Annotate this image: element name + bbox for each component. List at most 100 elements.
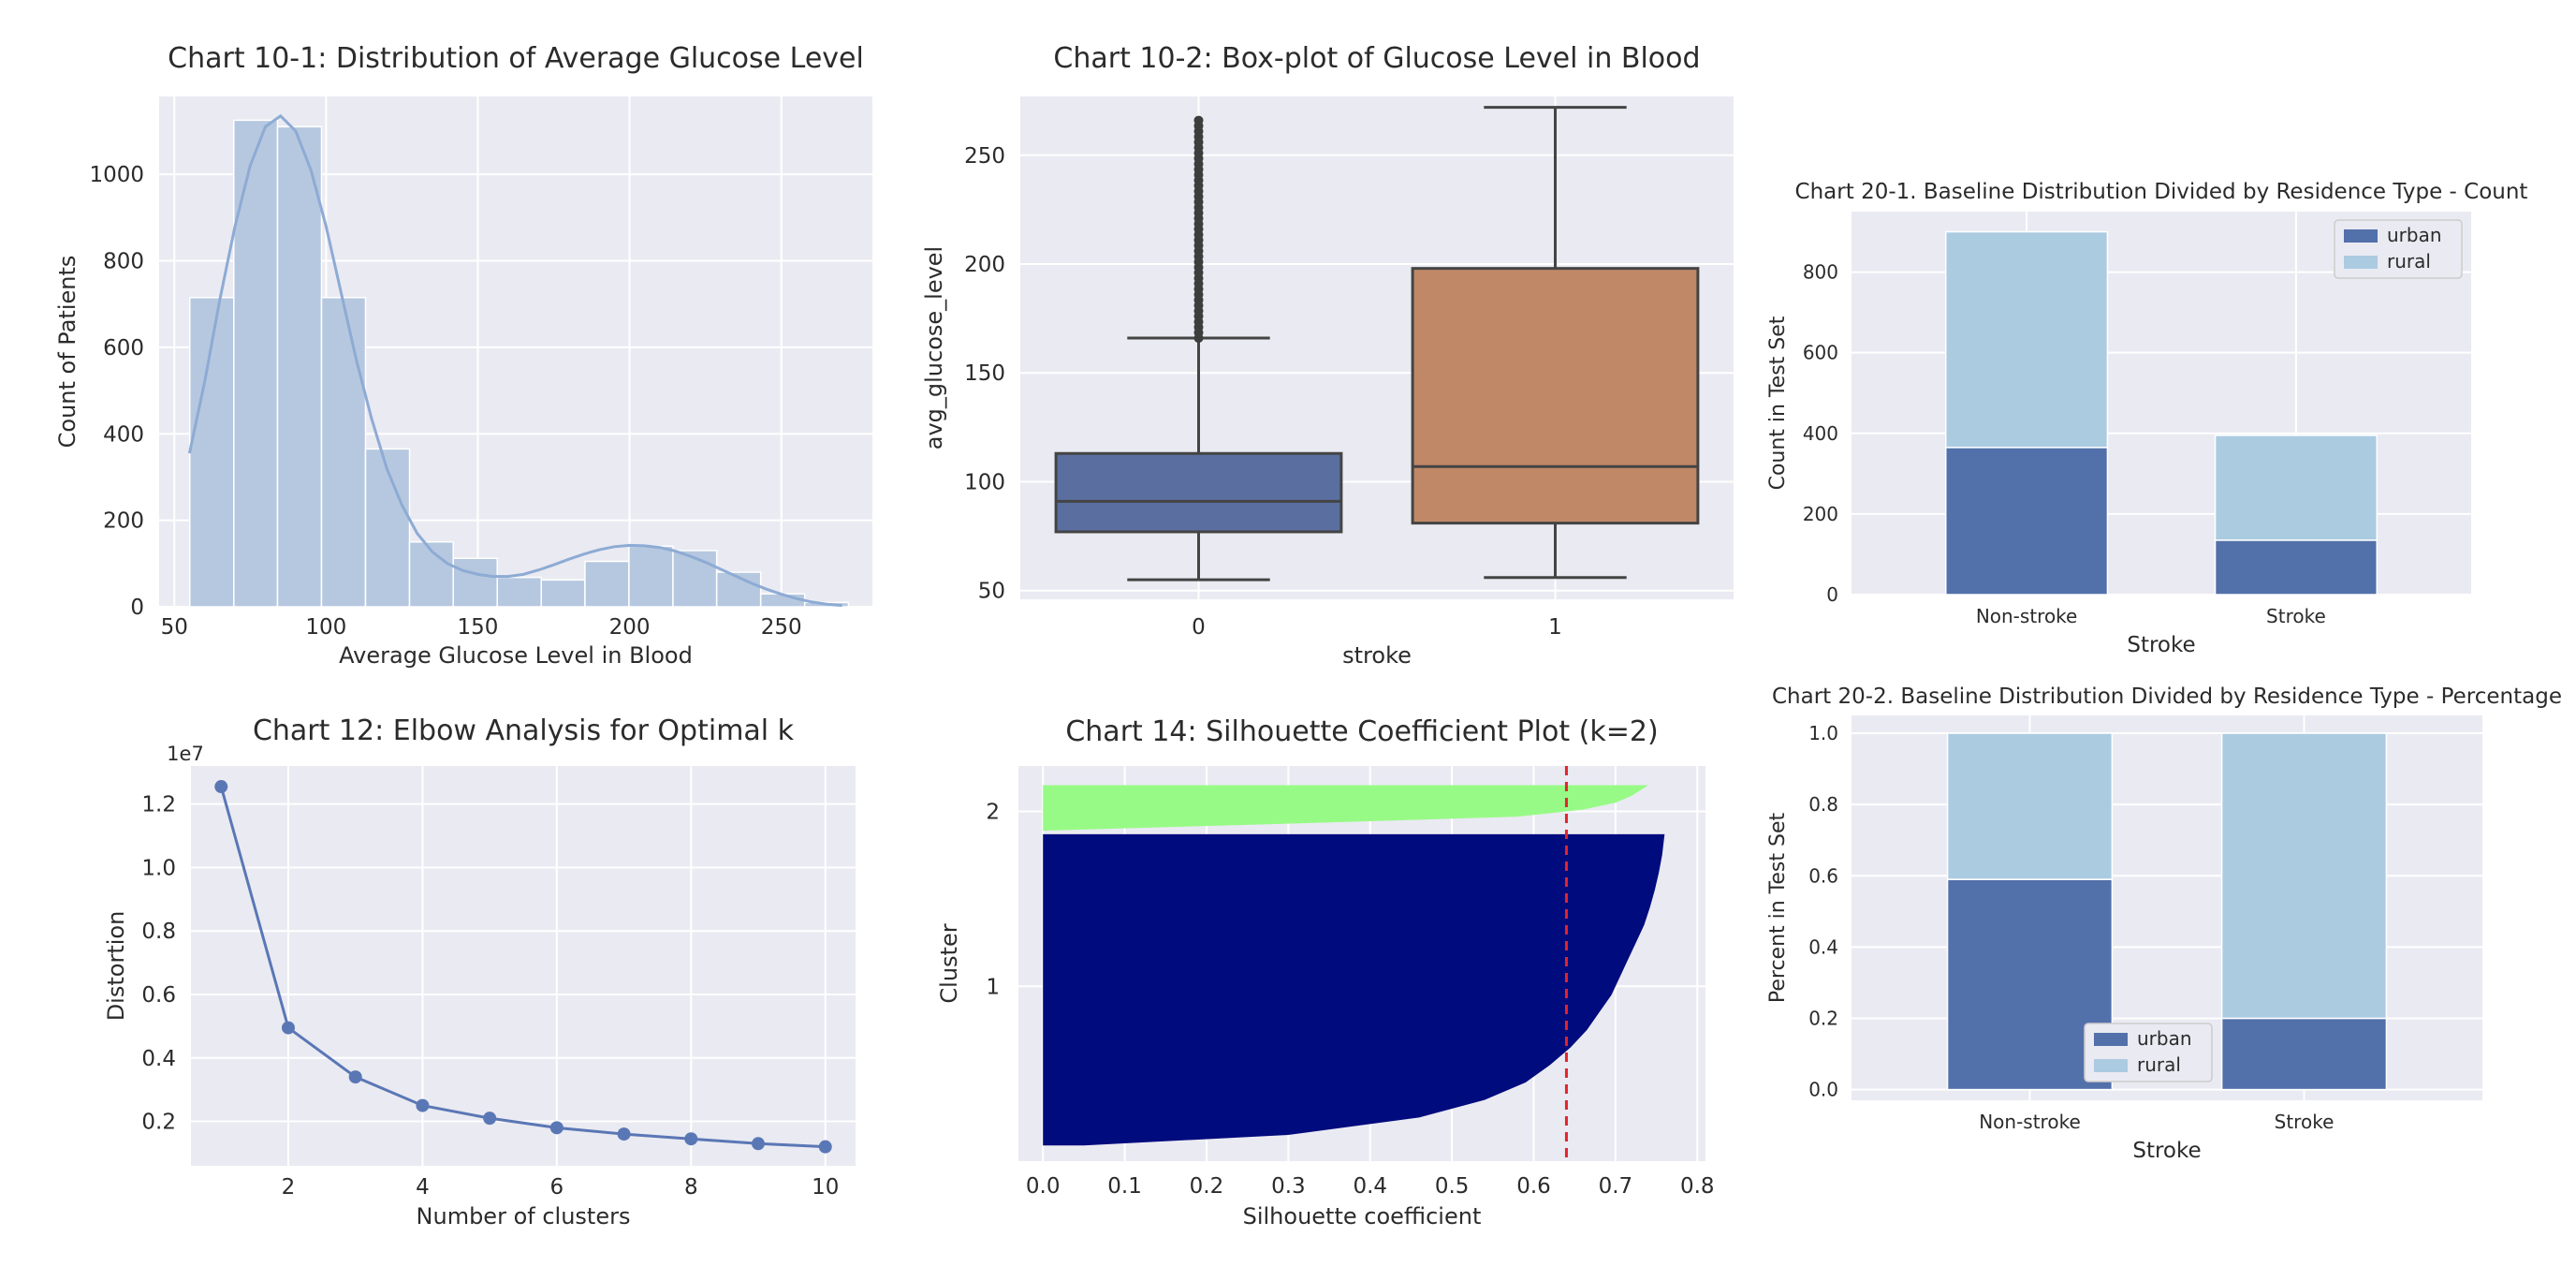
chart-title: Chart 14: Silhouette Coefficient Plot (k… xyxy=(1065,715,1658,748)
y-tick-label: 0.8 xyxy=(141,920,176,944)
histogram-bar xyxy=(540,579,586,608)
offset-text: 1e7 xyxy=(167,743,204,765)
x-tick-label: 0 xyxy=(1192,615,1206,640)
x-tick-label: 6 xyxy=(550,1175,564,1200)
x-tick-label: 0.1 xyxy=(1107,1174,1142,1199)
x-tick-label: Stroke xyxy=(2266,605,2326,627)
x-tick-label: Non-stroke xyxy=(1979,1111,2081,1133)
legend-swatch-rural xyxy=(2344,256,2378,269)
chart-c20_2: Chart 20-2. Baseline Distribution Divide… xyxy=(1766,685,2562,1163)
y-tick-label: 400 xyxy=(103,422,144,447)
y-tick-label: 1.2 xyxy=(141,793,176,817)
y-tick-label: 400 xyxy=(1803,422,1838,445)
x-tick-label: 0.8 xyxy=(1680,1174,1715,1199)
x-axis-label: Stroke xyxy=(2132,1139,2201,1163)
legend-swatch-urban xyxy=(2094,1033,2128,1046)
y-tick-label: 250 xyxy=(964,144,1005,169)
chart-title: Chart 20-2. Baseline Distribution Divide… xyxy=(1772,685,2562,709)
legend: urban rural xyxy=(2084,1023,2213,1082)
y-tick-label: 0 xyxy=(130,596,144,620)
bar-segment-urban xyxy=(2214,539,2378,596)
elbow-point xyxy=(617,1127,631,1141)
x-tick-label: 0.3 xyxy=(1271,1174,1306,1199)
y-tick-label: 150 xyxy=(964,361,1005,386)
x-tick-label: 8 xyxy=(684,1175,698,1200)
histogram-bar xyxy=(233,119,279,608)
y-tick-label: 50 xyxy=(978,580,1005,604)
box-flier xyxy=(1193,115,1204,125)
x-axis-label: Silhouette coefficient xyxy=(1243,1203,1482,1229)
y-tick-label: 800 xyxy=(103,250,144,274)
y-tick-label: 200 xyxy=(103,509,144,534)
x-tick-label: 0.7 xyxy=(1599,1174,1633,1199)
y-tick-label: 0 xyxy=(1826,583,1838,606)
histogram-bar xyxy=(584,560,630,608)
bar-segment-urban xyxy=(1944,447,2109,596)
histogram-bar xyxy=(276,125,323,608)
x-tick-label: 150 xyxy=(458,615,499,640)
legend-label: urban xyxy=(2387,224,2442,246)
legend-swatch-rural xyxy=(2094,1059,2128,1072)
chart-c14: Chart 14: Silhouette Coefficient Plot (k… xyxy=(936,715,1715,1229)
y-tick-label: 0.2 xyxy=(141,1111,176,1135)
chart-c12: Chart 12: Elbow Analysis for Optimal k 2 4… xyxy=(103,714,856,1229)
chart-c10_1: Chart 10-1: Distribution of Average Gluc… xyxy=(54,42,872,669)
x-tick-label: 100 xyxy=(305,615,346,640)
elbow-point xyxy=(214,780,228,794)
y-tick-label: 0.4 xyxy=(1808,935,1838,958)
y-axis-label: Count of Patients xyxy=(54,256,80,449)
elbow-point xyxy=(684,1132,698,1146)
elbow-line xyxy=(219,786,826,1149)
y-tick-label: 800 xyxy=(1803,261,1838,284)
bar-segment-rural xyxy=(2220,732,2388,1020)
box-iqr xyxy=(1054,451,1343,534)
y-axis-label: avg_glucose_level xyxy=(921,246,947,449)
histogram-bar xyxy=(364,448,411,608)
x-tick-label: 10 xyxy=(812,1175,839,1200)
y-tick-label: 1000 xyxy=(89,163,144,187)
bar-segment-urban xyxy=(2220,1017,2388,1091)
plot-background xyxy=(191,766,856,1166)
y-tick-label: 0.0 xyxy=(1808,1079,1838,1101)
histogram-bar xyxy=(452,557,498,608)
y-tick-label: 200 xyxy=(964,253,1005,277)
x-tick-label: 0.6 xyxy=(1516,1174,1551,1199)
x-tick-label: 0.2 xyxy=(1190,1174,1224,1199)
x-tick-label: 4 xyxy=(416,1175,430,1200)
y-tick-label: 0.6 xyxy=(1808,864,1838,887)
elbow-point xyxy=(752,1137,766,1151)
x-tick-label: 0.5 xyxy=(1435,1174,1470,1199)
elbow-point xyxy=(818,1140,832,1154)
bar-segment-rural xyxy=(1944,230,2109,449)
legend-label: rural xyxy=(2387,250,2431,272)
legend: urban rural xyxy=(2334,219,2463,279)
x-tick-label: 50 xyxy=(161,615,188,640)
elbow-point xyxy=(416,1098,430,1112)
y-tick-label: 1.0 xyxy=(141,856,176,880)
chart-c20_1: Chart 20-1. Baseline Distribution Divide… xyxy=(1766,180,2527,657)
y-tick-label: 0.2 xyxy=(1808,1007,1838,1029)
chart-title: Chart 10-1: Distribution of Average Gluc… xyxy=(168,42,864,75)
histogram-bar xyxy=(496,576,542,608)
x-tick-label: 1 xyxy=(1548,615,1562,640)
histogram-bar xyxy=(628,545,674,608)
legend-label: rural xyxy=(2137,1053,2181,1076)
histogram-bar xyxy=(320,297,367,608)
legend-swatch-urban xyxy=(2344,229,2378,243)
y-tick-label: 1 xyxy=(986,975,1000,999)
y-tick-label: 0.8 xyxy=(1808,793,1838,816)
x-tick-label: 200 xyxy=(609,615,651,640)
y-axis-label: Cluster xyxy=(936,923,962,1003)
box-iqr xyxy=(1411,267,1700,525)
y-tick-label: 200 xyxy=(1803,503,1838,525)
x-tick-label: 0.4 xyxy=(1353,1174,1387,1199)
x-tick-label: Stroke xyxy=(2275,1111,2334,1133)
elbow-point xyxy=(483,1112,497,1126)
chart-title: Chart 12: Elbow Analysis for Optimal k xyxy=(253,714,795,747)
elbow-point xyxy=(549,1121,564,1135)
y-tick-label: 0.4 xyxy=(141,1047,176,1071)
y-tick-label: 100 xyxy=(964,470,1005,494)
y-axis-label: Distortion xyxy=(103,911,129,1022)
